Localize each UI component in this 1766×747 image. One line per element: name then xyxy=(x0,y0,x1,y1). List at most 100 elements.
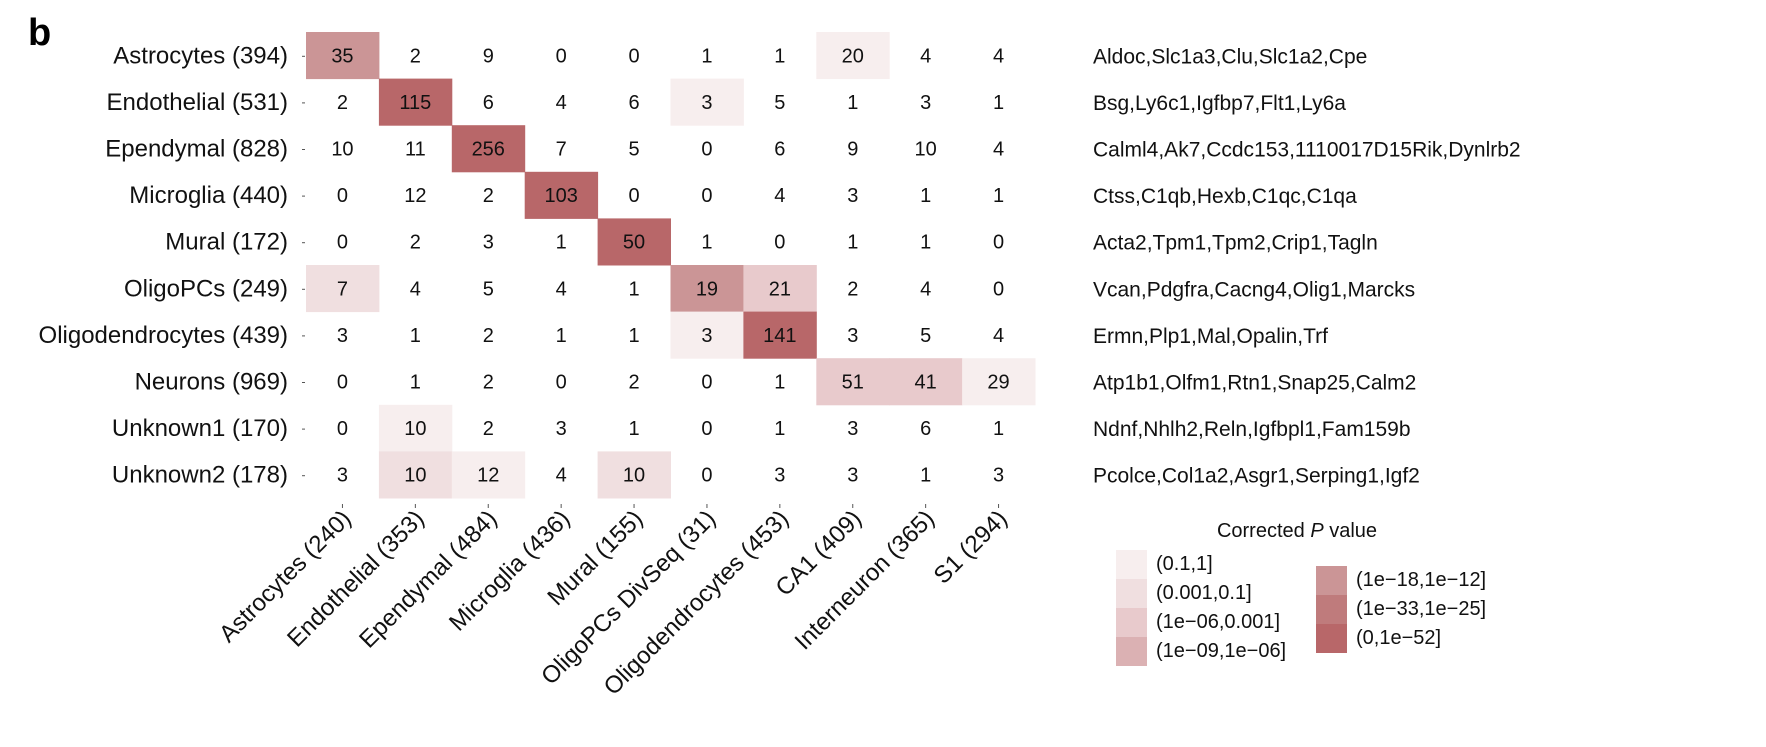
marker-genes-label: Ctss,C1qb,Hexb,C1qc,C1qa xyxy=(1093,185,1357,208)
legend-label: (1e−18,1e−12] xyxy=(1356,569,1487,591)
cell-value-label: 35 xyxy=(331,45,353,67)
marker-genes-label: Ermn,Plp1,Mal,Opalin,Trf xyxy=(1093,325,1328,348)
cell-value-label: 4 xyxy=(993,325,1004,347)
cell-value-label: 5 xyxy=(483,278,494,300)
heatmap-cell xyxy=(306,32,380,80)
cell-value-label: 5 xyxy=(920,325,931,347)
row-label: Endothelial (531) xyxy=(107,89,288,116)
cell-value-label: 3 xyxy=(847,465,858,487)
heatmap-cell xyxy=(306,265,380,313)
cell-value-label: 3 xyxy=(774,465,785,487)
legend-swatch xyxy=(1116,608,1147,637)
cell-value-label: 0 xyxy=(628,45,639,67)
cell-value-label: 4 xyxy=(556,465,567,487)
cell-value-label: 12 xyxy=(404,185,426,207)
cell-value-label: 256 xyxy=(472,139,505,161)
cell-value-label: 0 xyxy=(628,185,639,207)
cell-value-label: 3 xyxy=(993,465,1004,487)
cell-value-label: 4 xyxy=(993,45,1004,67)
row-label: Unknown1 (170) xyxy=(112,415,288,442)
row-label: Microglia (440) xyxy=(129,182,288,209)
legend: Corrected P value (0.1,1] (0.001,0.1] (1… xyxy=(1116,520,1596,720)
heatmap-cell xyxy=(816,32,890,80)
cell-value-label: 0 xyxy=(701,139,712,161)
heatmap-cell xyxy=(743,311,817,359)
heatmap-cell xyxy=(670,265,744,313)
cell-value-label: 2 xyxy=(483,418,494,440)
legend-title: Corrected P value xyxy=(1132,520,1462,543)
cell-value-label: 10 xyxy=(623,465,645,487)
marker-genes-label: Acta2,Tpm1,Tpm2,Crip1,Tagln xyxy=(1093,232,1378,255)
heatmap-cell xyxy=(378,78,453,126)
cell-value-label: 1 xyxy=(920,185,931,207)
cell-value-label: 2 xyxy=(483,325,494,347)
cell-value-label: 41 xyxy=(915,372,937,394)
heatmap-cell xyxy=(743,265,817,313)
cell-value-label: 0 xyxy=(337,372,348,394)
cell-value-label: 0 xyxy=(993,278,1004,300)
cell-value-label: 11 xyxy=(405,139,426,161)
cell-value-label: 1 xyxy=(920,232,931,254)
cell-value-label: 1 xyxy=(628,325,639,347)
cell-value-label: 9 xyxy=(847,139,858,161)
cell-value-label: 10 xyxy=(915,139,937,161)
legend-label: (1e−33,1e−25] xyxy=(1356,598,1487,620)
cell-value-label: 0 xyxy=(701,418,712,440)
marker-genes-label: Aldoc,Slc1a3,Clu,Slc1a2,Cpe xyxy=(1093,45,1367,68)
cell-value-label: 3 xyxy=(337,465,348,487)
legend-swatch xyxy=(1116,637,1147,666)
legend-label: (1e−06,0.001] xyxy=(1156,611,1280,633)
heatmap-cell xyxy=(670,78,744,126)
cell-value-label: 3 xyxy=(847,418,858,440)
cell-value-label: 3 xyxy=(483,232,494,254)
marker-genes-label: Bsg,Ly6c1,Igfbp7,Flt1,Ly6a xyxy=(1093,92,1346,115)
cell-value-label: 50 xyxy=(623,232,645,254)
cell-value-label: 1 xyxy=(701,232,712,254)
column-label: Interneuron (365) xyxy=(790,505,940,655)
legend-swatch xyxy=(1116,550,1147,579)
panel-label: b xyxy=(28,12,52,54)
marker-genes-label: Vcan,Pdgfra,Cacng4,Olig1,Marcks xyxy=(1093,278,1415,301)
cell-value-label: 2 xyxy=(410,45,421,67)
cell-value-label: 2 xyxy=(410,232,421,254)
marker-genes-label: Ndnf,Nhlh2,Reln,Igfbpl1,Fam159b xyxy=(1093,418,1411,441)
cell-value-label: 1 xyxy=(628,418,639,440)
cell-value-label: 6 xyxy=(483,92,494,114)
legend-title-italic: P xyxy=(1310,520,1324,542)
row-label: Astrocytes (394) xyxy=(113,42,288,69)
cell-value-label: 29 xyxy=(987,372,1009,394)
cell-value-label: 19 xyxy=(696,278,718,300)
cell-value-label: 3 xyxy=(920,92,931,114)
heatmap-cell xyxy=(889,358,963,406)
row-label: Oligodendrocytes (439) xyxy=(39,322,288,349)
cell-value-label: 4 xyxy=(556,278,567,300)
column-label: Endothelial (353) xyxy=(282,505,429,652)
cell-value-label: 0 xyxy=(556,45,567,67)
heatmap-cell xyxy=(962,358,1036,406)
column-label: Ependymal (484) xyxy=(354,505,502,653)
cell-value-label: 1 xyxy=(993,185,1004,207)
column-label: Astrocytes (240) xyxy=(214,505,357,648)
cell-value-label: 21 xyxy=(769,278,791,300)
cell-value-label: 1 xyxy=(774,372,785,394)
cell-value-label: 6 xyxy=(628,92,639,114)
cell-value-label: 2 xyxy=(483,372,494,394)
legend-title-suffix: value xyxy=(1323,520,1378,542)
marker-genes-label: Atp1b1,Olfm1,Rtn1,Snap25,Calm2 xyxy=(1093,372,1416,395)
cell-value-label: 4 xyxy=(410,278,421,300)
cell-value-label: 5 xyxy=(628,139,639,161)
cell-value-label: 20 xyxy=(842,45,864,67)
legend-label: (0.001,0.1] xyxy=(1156,582,1252,604)
cell-value-label: 3 xyxy=(701,325,712,347)
cell-value-label: 2 xyxy=(628,372,639,394)
legend-swatch xyxy=(1316,595,1347,624)
cell-value-label: 1 xyxy=(701,45,712,67)
cell-value-label: 6 xyxy=(920,418,931,440)
cell-value-label: 1 xyxy=(410,325,421,347)
cell-value-label: 10 xyxy=(404,465,426,487)
cell-value-label: 3 xyxy=(337,325,348,347)
cell-value-label: 0 xyxy=(337,232,348,254)
legend-swatch xyxy=(1316,624,1347,653)
